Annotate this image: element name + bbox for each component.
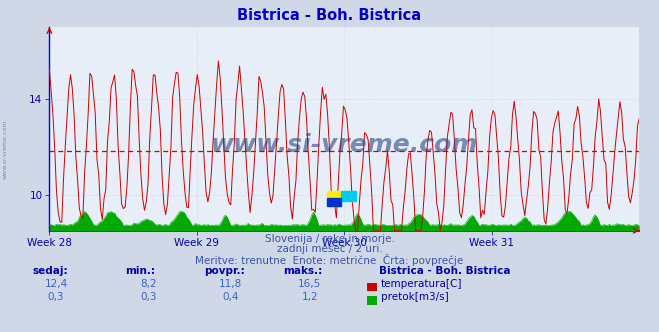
- Text: 11,8: 11,8: [219, 279, 243, 289]
- Text: 1,2: 1,2: [301, 292, 318, 302]
- Text: maks.:: maks.:: [283, 266, 323, 276]
- Text: 12,4: 12,4: [44, 279, 68, 289]
- Text: Bistrica - Boh. Bistrica: Bistrica - Boh. Bistrica: [237, 8, 422, 23]
- Text: sedaj:: sedaj:: [33, 266, 69, 276]
- Text: zadnji mesec / 2 uri.: zadnji mesec / 2 uri.: [277, 244, 382, 254]
- Bar: [341, 191, 356, 201]
- Bar: [327, 191, 341, 198]
- Text: min.:: min.:: [125, 266, 156, 276]
- Text: 16,5: 16,5: [298, 279, 322, 289]
- Text: Slovenija / reke in morje.: Slovenija / reke in morje.: [264, 234, 395, 244]
- Text: www.si-vreme.com: www.si-vreme.com: [211, 133, 478, 157]
- Text: pretok[m3/s]: pretok[m3/s]: [381, 292, 449, 302]
- Text: Meritve: trenutne  Enote: metrične  Črta: povprečje: Meritve: trenutne Enote: metrične Črta: …: [195, 254, 464, 266]
- Text: 8,2: 8,2: [140, 279, 157, 289]
- Bar: [327, 198, 341, 206]
- Text: Bistrica - Boh. Bistrica: Bistrica - Boh. Bistrica: [379, 266, 511, 276]
- Text: www.si-vreme.com: www.si-vreme.com: [3, 120, 8, 179]
- Text: 0,3: 0,3: [140, 292, 157, 302]
- Text: povpr.:: povpr.:: [204, 266, 245, 276]
- Text: 0,3: 0,3: [47, 292, 65, 302]
- Text: temperatura[C]: temperatura[C]: [381, 279, 463, 289]
- Text: 0,4: 0,4: [222, 292, 239, 302]
